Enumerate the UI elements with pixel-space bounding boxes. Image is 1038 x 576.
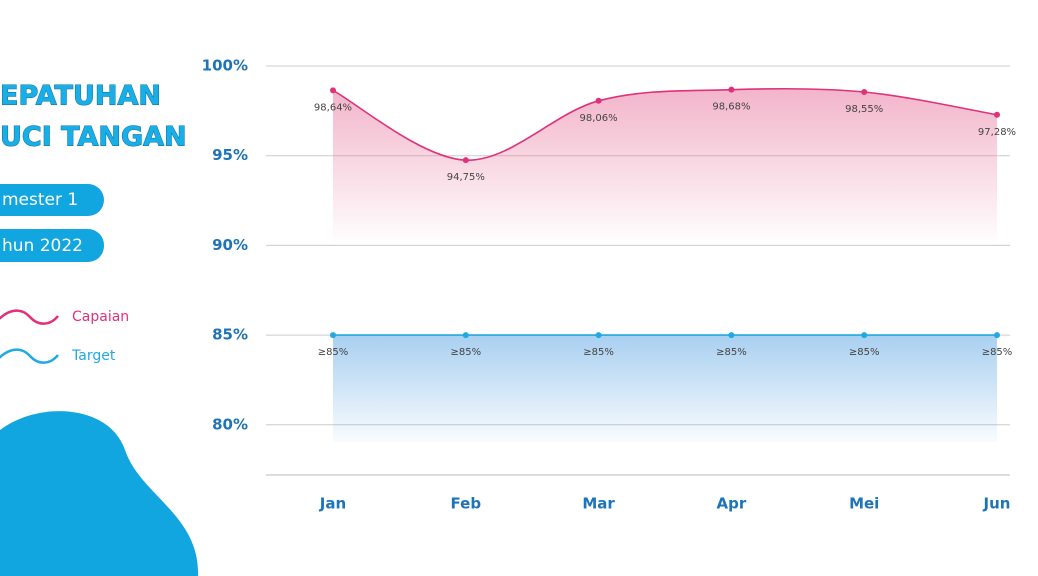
x-tick-label: Jan (319, 495, 346, 513)
point (861, 89, 868, 96)
tag-text: hun 2022 (2, 236, 83, 256)
tag-text: mester 1 (2, 190, 78, 210)
tag-pill (0, 184, 104, 216)
value-label: 97,28% (978, 127, 1016, 138)
title-line: EPATUHAN (0, 81, 161, 112)
legend-label: Capaian (72, 309, 129, 325)
x-tick-label: Mei (849, 495, 879, 513)
tag-pill (0, 229, 104, 262)
point (595, 332, 602, 339)
decor-blob (0, 411, 199, 576)
point (330, 87, 336, 94)
y-tick-label: 80% (212, 415, 248, 433)
x-tick-label: Jun (983, 495, 1011, 513)
y-tick-label: 95% (212, 146, 248, 164)
value-label: 98,68% (712, 102, 750, 113)
area (333, 335, 997, 442)
point (994, 332, 1000, 339)
y-tick-label: 100% (202, 57, 248, 75)
point (595, 97, 602, 104)
x-tick-label: Mar (582, 495, 615, 513)
point (330, 332, 336, 339)
point (861, 332, 868, 339)
x-tick-label: Feb (451, 495, 482, 513)
value-label: ≥85% (982, 347, 1013, 358)
point (462, 332, 469, 339)
value-label: ≥85% (583, 347, 614, 358)
y-tick-label: 90% (212, 236, 248, 254)
value-label: 94,75% (447, 172, 485, 183)
value-label: ≥85% (849, 347, 880, 358)
value-label: ≥85% (716, 347, 747, 358)
legend-icon (0, 348, 59, 364)
point (462, 157, 469, 164)
point (994, 111, 1000, 118)
y-tick-label: 85% (212, 326, 248, 344)
value-label: ≥85% (450, 347, 481, 358)
title-line: UCI TANGAN (0, 122, 187, 153)
x-tick-label: Apr (717, 495, 747, 513)
legend-icon (0, 309, 59, 325)
line (332, 87, 998, 161)
point (728, 86, 735, 93)
point (728, 332, 735, 339)
area (333, 88, 997, 246)
value-label: 98,55% (845, 104, 883, 115)
legend-label: Target (71, 348, 116, 364)
value-label: 98,06% (580, 113, 618, 124)
value-label: ≥85% (318, 347, 349, 358)
value-label: 98,64% (314, 102, 352, 113)
